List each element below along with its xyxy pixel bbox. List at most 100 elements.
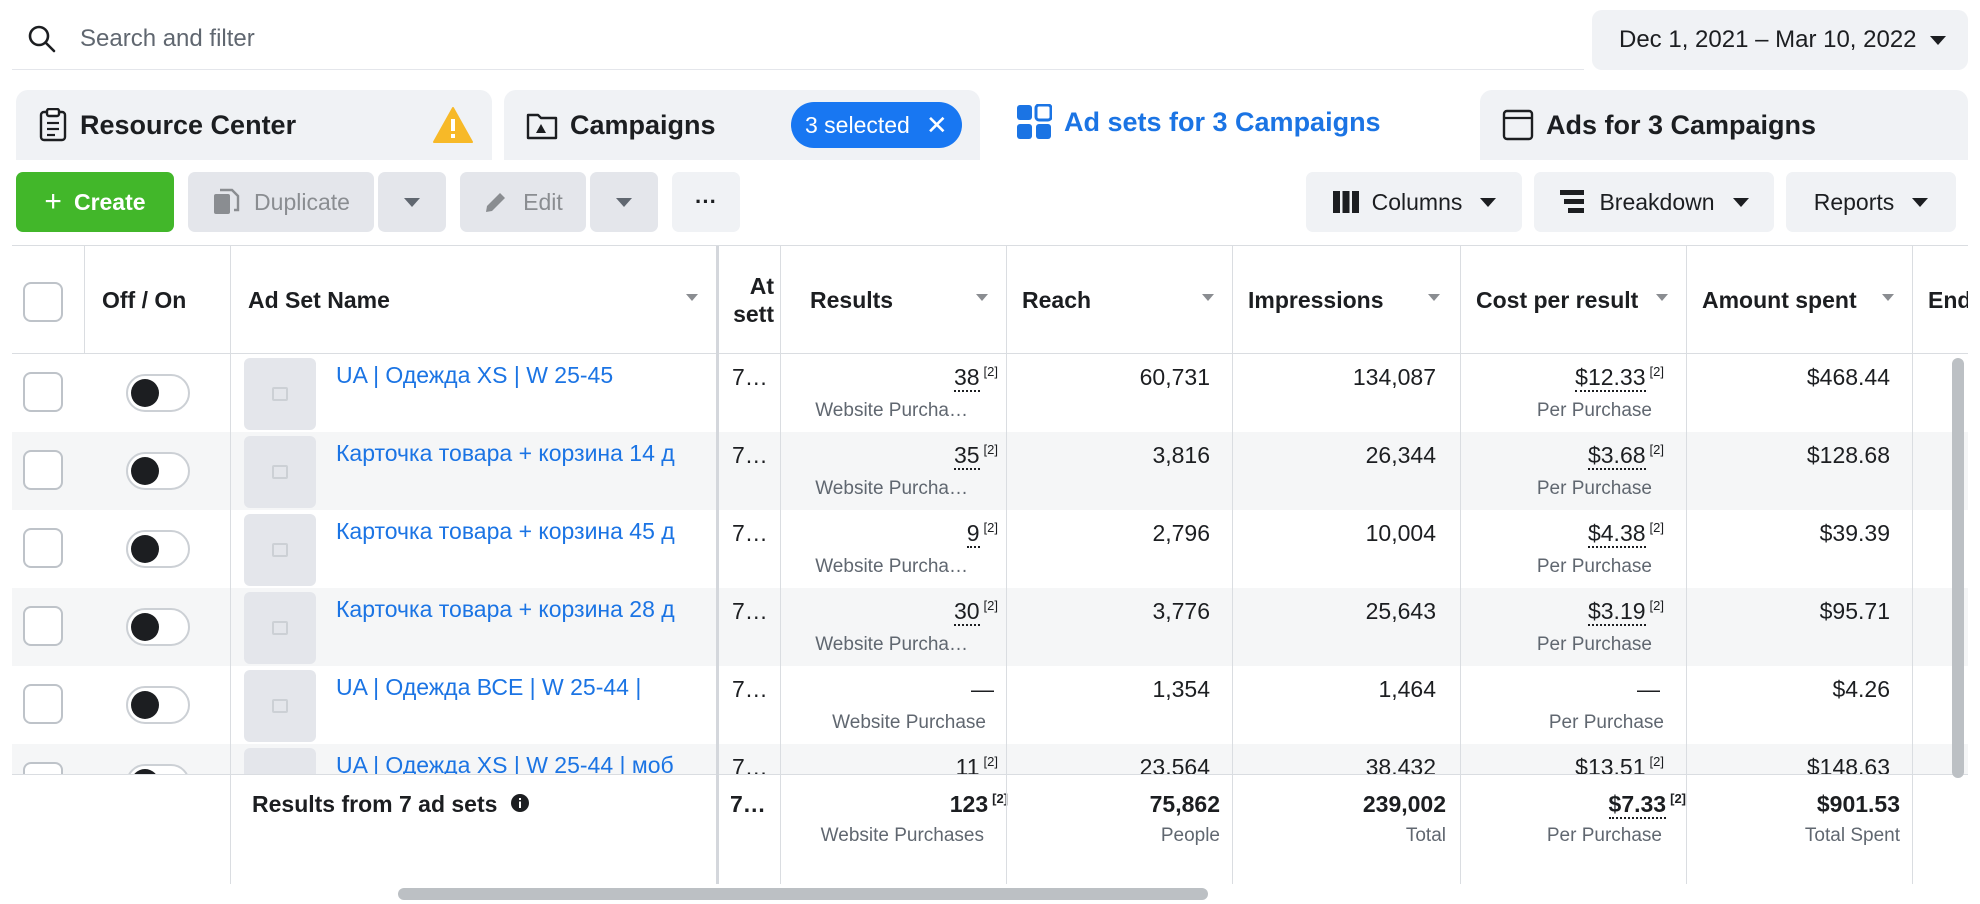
column-header-amount-spent[interactable]: Amount spent [1702, 286, 1857, 313]
horizontal-scrollbar[interactable] [398, 888, 1208, 900]
reports-button[interactable]: Reports [1786, 172, 1956, 232]
breakdown-button[interactable]: Breakdown [1534, 172, 1774, 232]
duplicate-dropdown-button[interactable] [378, 172, 446, 232]
sort-icon[interactable] [686, 294, 698, 301]
cost-per-result-number[interactable]: $3.68 [1587, 442, 1646, 470]
search-bar[interactable]: Search and filter [12, 8, 1584, 70]
column-header-attribution[interactable]: At sett [730, 246, 774, 354]
row-checkbox[interactable] [23, 450, 63, 490]
duplicate-button[interactable]: Duplicate [188, 172, 374, 232]
close-icon[interactable]: ✕ [925, 110, 948, 140]
cost-per-result-type: Per Purchase [1536, 556, 1652, 577]
results-number[interactable]: 30 [953, 598, 980, 626]
results-type: Website Purcha… [815, 556, 968, 577]
info-icon[interactable] [510, 792, 530, 819]
toggle-switch[interactable] [126, 686, 190, 724]
toggle-switch[interactable] [126, 452, 190, 490]
table-row[interactable]: Карточка товара + корзина 45 д 7… 9 [2] W… [12, 510, 1968, 588]
select-all-checkbox[interactable] [23, 282, 63, 322]
more-options-button[interactable]: ··· [672, 172, 740, 232]
table-row[interactable]: UA | Одежда ВСЕ | W 25-44 | 7… — Website… [12, 666, 1968, 744]
sort-icon[interactable] [1882, 294, 1894, 301]
results-number[interactable]: 35 [953, 442, 980, 470]
ad-set-name-link[interactable]: Карточка товара + корзина 45 д [336, 518, 675, 544]
toggle-knob [131, 379, 159, 407]
row-checkbox[interactable] [23, 528, 63, 568]
cost-per-result-type: Per Purchase [1536, 400, 1652, 421]
toggle-switch[interactable] [126, 608, 190, 646]
tab-bar: Resource Center Campaigns 3 selected ✕ A… [12, 84, 1968, 160]
table-row[interactable]: Карточка товара + корзина 14 д 7… 35 [2] … [12, 432, 1968, 510]
create-button[interactable]: + Create [16, 172, 174, 232]
cost-per-result-number[interactable]: $12.33 [1575, 364, 1646, 392]
reach-value: 3,776 [1152, 598, 1210, 624]
cost-footnote: [2] [1649, 598, 1664, 613]
image-placeholder-icon [244, 436, 316, 508]
table-row[interactable]: Карточка товара + корзина 28 д 7… 30 [2] … [12, 588, 1968, 666]
cost-footnote: [2] [1649, 520, 1664, 535]
tab-label: Ad sets for 3 Campaigns [1064, 106, 1381, 137]
table-footer-totals: Results from 7 ad sets 7… 123 [2] Website… [12, 774, 1968, 884]
sort-icon[interactable] [976, 294, 988, 301]
chevron-down-icon [404, 197, 420, 207]
date-range-picker[interactable]: Dec 1, 2021 – Mar 10, 2022 [1592, 10, 1968, 70]
tab-campaigns[interactable]: Campaigns 3 selected ✕ [504, 90, 980, 160]
sort-icon[interactable] [1202, 294, 1214, 301]
frozen-column-divider[interactable] [716, 246, 719, 884]
tab-label: Campaigns [570, 109, 716, 140]
columns-button[interactable]: Columns [1306, 172, 1522, 232]
search-icon [18, 15, 66, 63]
chevron-down-icon [616, 197, 632, 207]
ad-set-name-link[interactable]: Карточка товара + корзина 28 д [336, 596, 675, 622]
totals-cost-number[interactable]: $7.33 [1608, 791, 1667, 819]
totals-cost-per-result: $7.33 [2] [1466, 791, 1686, 819]
column-header-off-on[interactable]: Off / On [102, 286, 187, 313]
tab-resource-center[interactable]: Resource Center [16, 90, 492, 160]
amount-spent-value: $39.39 [1819, 520, 1890, 546]
column-header-impressions[interactable]: Impressions [1248, 286, 1384, 313]
row-checkbox[interactable] [23, 606, 63, 646]
tab-ads[interactable]: Ads for 3 Campaigns [1480, 90, 1968, 160]
column-header-ad-set-name[interactable]: Ad Set Name [248, 286, 390, 313]
column-header-ends[interactable]: End [1928, 286, 1968, 313]
results-value: — [812, 676, 998, 703]
row-checkbox[interactable] [23, 684, 63, 724]
results-value: 38 [2] [812, 364, 998, 392]
search-input[interactable]: Search and filter [80, 24, 255, 52]
amount-spent-value: $95.71 [1819, 598, 1890, 624]
edit-dropdown-button[interactable] [590, 172, 658, 232]
selection-badge[interactable]: 3 selected ✕ [791, 102, 962, 148]
edit-button[interactable]: Edit [460, 172, 586, 232]
ad-set-name-link[interactable]: Карточка товара + корзина 14 д [336, 440, 675, 466]
cost-per-result-value: — [1466, 676, 1664, 703]
cost-per-result-number[interactable]: $4.38 [1587, 520, 1646, 548]
table-row[interactable]: UA | Одежда XS | W 25-45 7… 38 [2] Websit… [12, 354, 1968, 432]
image-placeholder-icon [244, 514, 316, 586]
cost-per-result-number[interactable]: $3.19 [1587, 598, 1646, 626]
tab-ad-sets[interactable]: Ad sets for 3 Campaigns [994, 84, 1470, 160]
column-header-results[interactable]: Results [810, 286, 894, 313]
toggle-switch[interactable] [126, 374, 190, 412]
sort-icon[interactable] [1656, 294, 1668, 301]
sort-icon[interactable] [1428, 294, 1440, 301]
ad-set-name-link[interactable]: UA | Одежда ВСЕ | W 25-44 | [336, 674, 642, 700]
column-divider [1460, 246, 1461, 884]
vertical-scrollbar[interactable] [1952, 358, 1964, 778]
results-number[interactable]: 9 [966, 520, 980, 548]
toggle-switch[interactable] [126, 530, 190, 568]
results-value: 35 [2] [812, 442, 998, 470]
results-type: Website Purchase [832, 712, 986, 733]
column-header-reach[interactable]: Reach [1022, 286, 1092, 313]
ad-set-name-link[interactable]: UA | Одежда XS | W 25-45 [336, 362, 614, 388]
cost-per-result-number: — [1637, 676, 1660, 702]
ad-set-name-link[interactable]: UA | Одежда XS | W 25-44 | моб [336, 752, 674, 778]
results-number[interactable]: 11 [955, 754, 980, 782]
results-value: 11 [2] [812, 754, 998, 782]
attribution-value: 7… [732, 442, 768, 468]
column-header-cost-per-result[interactable]: Cost per result [1476, 286, 1639, 313]
results-footnote: [2] [983, 598, 998, 613]
tab-label: Resource Center [80, 109, 297, 140]
row-checkbox[interactable] [23, 372, 63, 412]
results-number[interactable]: 38 [953, 364, 980, 392]
create-label: Create [73, 188, 146, 215]
